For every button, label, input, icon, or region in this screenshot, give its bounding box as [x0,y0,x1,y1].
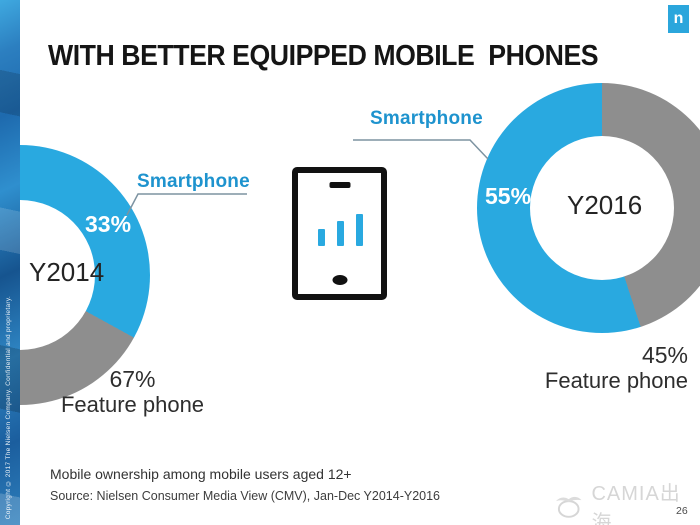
y2014-smartphone-percent: 33% [85,211,132,237]
camia-watermark-text: CAMIA出海 [591,483,681,525]
phone-home-button-icon [332,275,347,285]
y2014-feature-phone-label: 67% Feature phone [40,366,225,418]
phone-speaker-icon [329,182,350,188]
y2014-feature-percent: 67% [109,366,156,392]
y2014-feature-name: Feature phone [60,392,205,417]
nielsen-logo-letter: n [673,10,684,27]
smartphone-icon [292,167,387,300]
charts-area [20,0,700,525]
donut-y2016-hole [530,136,674,280]
sidebar-copyright-text: Copyright © 2017 The Nielsen Company. Co… [5,295,12,519]
sidebar-accent-bar: Copyright © 2017 The Nielsen Company. Co… [0,0,20,525]
nielsen-logo: n [668,5,689,33]
y2014-smartphone-callout-label: Smartphone [137,171,250,192]
slide-title: WITH BETTER EQUIPPED MOBILE PHONES [48,40,599,72]
phone-chart-bar-1 [318,229,325,246]
y2016-smartphone-percent: 55% [485,183,532,209]
y2016-feature-phone-label: 45% Feature phone [545,342,688,394]
y2016-center-label: Y2016 [567,190,643,220]
chart-footnote: Mobile ownership among mobile users aged… [50,466,352,482]
y2014-center-label: Y2014 [29,257,105,287]
camia-bird-icon [555,496,582,518]
page-number: 26 [676,505,688,517]
y2016-feature-percent: 45% [641,342,688,368]
donut-y2016 [477,83,700,333]
camia-watermark: CAMIA出海 [552,477,700,525]
y2016-smartphone-callout-label: Smartphone [370,108,483,129]
phone-chart-bar-3 [356,214,363,246]
source-note: Source: Nielsen Consumer Media View (CMV… [50,489,440,503]
y2016-feature-name: Feature phone [544,368,688,393]
phone-chart-bar-2 [337,221,344,246]
